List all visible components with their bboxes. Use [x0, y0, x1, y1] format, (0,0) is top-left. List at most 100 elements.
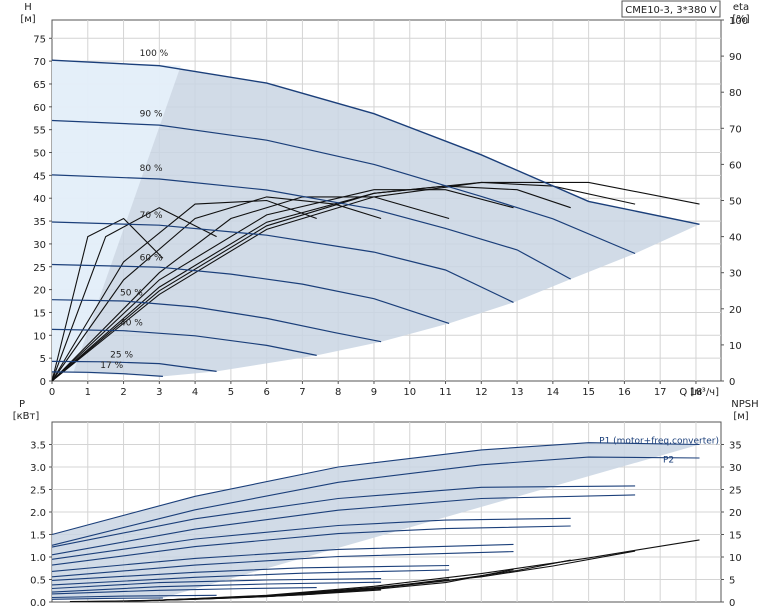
head-ytick-label: 75	[33, 34, 46, 45]
eta-ytick-label: 80	[729, 88, 742, 99]
power-curve	[51, 551, 514, 578]
power-curve	[51, 485, 636, 548]
head-xtick-label: 16	[618, 387, 631, 398]
power-axis-label: P	[19, 399, 25, 410]
power-curve	[51, 525, 571, 566]
head-xtick-label: 13	[511, 387, 524, 398]
eta-axis-unit: [%]	[732, 14, 749, 25]
power-curve	[51, 581, 382, 593]
power-ytick-label: 3.0	[30, 463, 46, 474]
head-xtick-label: 5	[228, 387, 234, 398]
head-xtick-label: 17	[654, 387, 667, 398]
head-xtick-label: 7	[299, 387, 305, 398]
head-xtick-label: 9	[371, 387, 377, 398]
head-curve-label: 70 %	[140, 211, 163, 221]
head-curve-label: 40 %	[120, 318, 143, 328]
eta-ytick-label: 10	[729, 341, 742, 352]
npsh-ytick-label: 35	[729, 441, 742, 452]
eta-ytick-label: 20	[729, 305, 742, 316]
head-curve	[51, 263, 450, 324]
head-xtick-label: 12	[475, 387, 488, 398]
power-ytick-label: 1.0	[30, 553, 46, 564]
eta-curve	[51, 196, 450, 382]
eta-ytick-label: 40	[729, 233, 742, 244]
power-curve	[51, 569, 450, 586]
head-curve	[51, 59, 700, 225]
power-curve	[51, 543, 514, 572]
npsh-axis-label: NPSH	[731, 399, 758, 410]
head-ytick-label: 20	[33, 286, 46, 297]
eta-ytick-label: 50	[729, 197, 742, 208]
eta-ytick-label: 60	[729, 160, 742, 171]
eta-curve	[51, 199, 317, 382]
eta-ytick-label: 90	[729, 52, 742, 63]
head-xtick-label: 2	[120, 387, 126, 398]
head-xtick-label: 6	[263, 387, 269, 398]
head-curve	[51, 328, 317, 356]
head-ytick-label: 55	[33, 126, 46, 137]
x-axis-label: Q [м³/ч]	[679, 387, 719, 398]
head-xtick-label: 11	[439, 387, 452, 398]
power-ytick-label: 0.5	[30, 576, 46, 587]
head-curve-label: 17 %	[100, 361, 123, 371]
p2-label: P2	[663, 456, 674, 466]
eta-ytick-label: 70	[729, 124, 742, 135]
head-ytick-label: 50	[33, 149, 46, 160]
head-axis-unit: [м]	[20, 14, 35, 25]
eta-ytick-label: 100	[729, 16, 748, 27]
head-xtick-label: 8	[335, 387, 341, 398]
npsh-ytick-label: 5	[729, 576, 735, 587]
npsh-ytick-label: 30	[729, 463, 742, 474]
head-curve	[51, 221, 514, 303]
npsh-ytick-label: 25	[729, 486, 742, 497]
eta-curve	[51, 196, 382, 382]
head-curve-label: 90 %	[140, 110, 163, 120]
head-ytick-label: 65	[33, 80, 46, 91]
power-curve	[51, 517, 571, 560]
head-curve-label: 60 %	[140, 253, 163, 263]
power-axis-unit: [кВт]	[13, 411, 40, 422]
head-xtick-label: 15	[582, 387, 595, 398]
head-xtick-label: 3	[156, 387, 162, 398]
power-ytick-label: 3.5	[30, 441, 46, 452]
head-curve-label: 50 %	[120, 289, 143, 299]
head-curve-label: 25 %	[110, 350, 133, 360]
npsh-ytick-label: 20	[729, 508, 742, 519]
head-xtick-label: 0	[49, 387, 55, 398]
p1-label: P1 (motor+freq.converter)	[599, 436, 719, 446]
title-box	[621, 0, 721, 18]
power-ytick-label: 2.5	[30, 486, 46, 497]
power-ytick-label: 1.5	[30, 531, 46, 542]
head-ytick-label: 70	[33, 57, 46, 68]
head-ytick-label: 5	[40, 354, 46, 365]
head-ytick-label: 30	[33, 240, 46, 251]
head-curve-label: 80 %	[140, 164, 163, 174]
head-curve	[51, 371, 163, 377]
npsh-ytick-label: 10	[729, 553, 742, 564]
power-curve	[51, 456, 700, 546]
head-xtick-label: 4	[192, 387, 198, 398]
eta-ytick-label: 30	[729, 269, 742, 280]
head-ytick-label: 10	[33, 331, 46, 342]
head-ytick-label: 60	[33, 103, 46, 114]
eta-curve	[51, 217, 164, 382]
eta-curve	[51, 185, 571, 382]
head-xtick-label: 10	[403, 387, 416, 398]
head-xtick-label: 1	[85, 387, 91, 398]
eta-ytick-label: 0	[729, 377, 735, 388]
power-curve	[51, 494, 636, 556]
head-ytick-label: 35	[33, 217, 46, 228]
eta-axis-label: eta	[733, 2, 749, 13]
power-curve	[51, 587, 317, 595]
head-ytick-label: 0	[40, 377, 46, 388]
head-curve-label: 100 %	[140, 49, 169, 59]
head-axis-label: H	[24, 2, 32, 13]
head-curve	[51, 360, 217, 372]
npsh-ytick-label: 15	[729, 531, 742, 542]
power-curve	[51, 564, 450, 581]
power-ytick-label: 2.0	[30, 508, 46, 519]
head-ytick-label: 15	[33, 308, 46, 319]
power-curve	[51, 442, 700, 536]
